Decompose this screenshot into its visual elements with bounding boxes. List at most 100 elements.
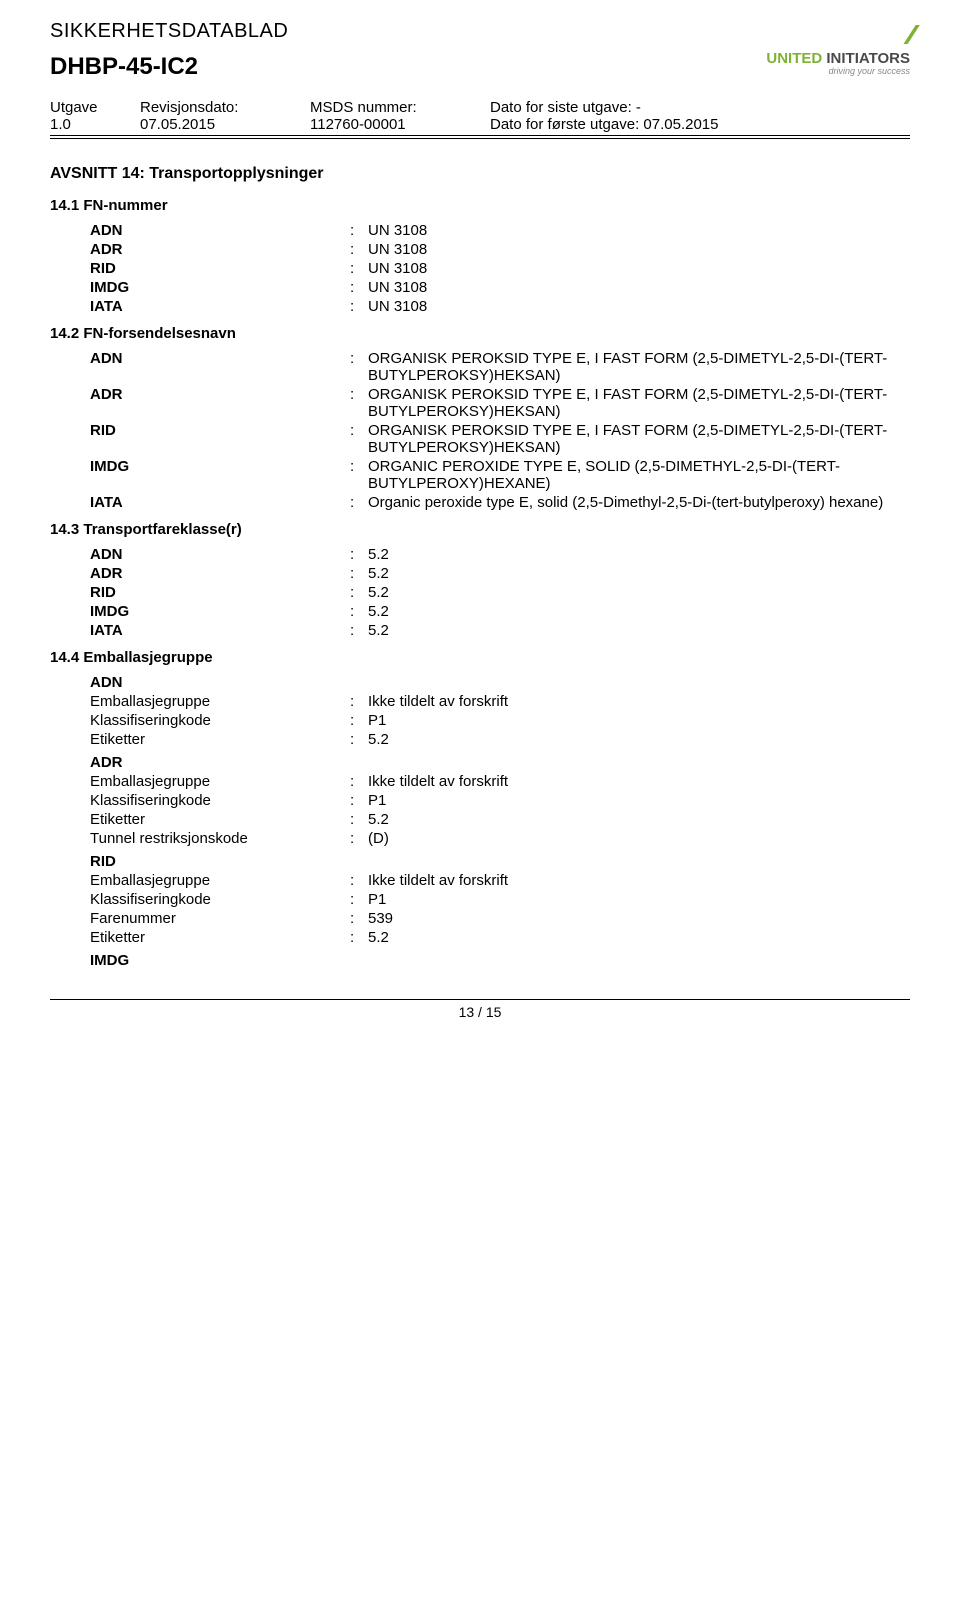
section-14-2-title: 14.2 FN-forsendelsesnavn [50, 325, 910, 342]
kv-key: IATA [90, 298, 350, 315]
kv-key: Tunnel restriksjonskode [90, 830, 350, 847]
kv-row: Tunnel restriksjonskode:(D) [90, 830, 910, 847]
meta-table: Utgave Revisjonsdato: MSDS nummer: Dato … [50, 99, 910, 133]
kv-colon: : [350, 494, 368, 511]
kv-row: RID:5.2 [90, 584, 910, 601]
kv-colon: : [350, 565, 368, 582]
meta-utgave-label: Utgave [50, 99, 140, 116]
kv-key: ADR [90, 565, 350, 582]
section-14-3-block: ADN:5.2ADR:5.2RID:5.2IMDG:5.2IATA:5.2 [90, 546, 910, 639]
kv-row: ADR:5.2 [90, 565, 910, 582]
kv-value: 5.2 [368, 622, 910, 639]
kv-value: P1 [368, 712, 910, 729]
kv-row: IMDG:ORGANIC PEROXIDE TYPE E, SOLID (2,5… [90, 458, 910, 492]
logo-swoosh-icon: ⁄⁄ [766, 20, 910, 51]
kv-colon: : [350, 546, 368, 563]
kv-colon: : [350, 712, 368, 729]
kv-key: Emballasjegruppe [90, 693, 350, 710]
kv-row: RID:ORGANISK PEROKSID TYPE E, I FAST FOR… [90, 422, 910, 456]
kv-key: ADN [90, 222, 350, 239]
kv-row: Klassifiseringkode:P1 [90, 891, 910, 908]
kv-colon: : [350, 693, 368, 710]
kv-colon: : [350, 910, 368, 927]
meta-forste-val: 07.05.2015 [643, 116, 718, 133]
meta-rev-label: Revisjonsdato: [140, 99, 310, 116]
kv-key: ADN [90, 546, 350, 563]
doc-title: SIKKERHETSDATABLAD [50, 20, 288, 43]
kv-row: Klassifiseringkode:P1 [90, 792, 910, 809]
kv-key: IMDG [90, 603, 350, 620]
kv-row: ADN:5.2 [90, 546, 910, 563]
kv-value: ORGANIC PEROXIDE TYPE E, SOLID (2,5-DIME… [368, 458, 910, 492]
kv-colon: : [350, 603, 368, 620]
kv-value: UN 3108 [368, 241, 910, 258]
kv-row: ADR:UN 3108 [90, 241, 910, 258]
kv-row: Emballasjegruppe:Ikke tildelt av forskri… [90, 773, 910, 790]
section-14-4-title: 14.4 Emballasjegruppe [50, 649, 910, 666]
doc-header: SIKKERHETSDATABLAD DHBP-45-IC2 ⁄⁄ UNITED… [50, 20, 910, 99]
kv-colon: : [350, 891, 368, 908]
logo-brand-2: INITIATORS [822, 50, 910, 67]
kv-key: Klassifiseringkode [90, 792, 350, 809]
kv-colon: : [350, 792, 368, 809]
kv-colon: : [350, 731, 368, 748]
kv-row: Emballasjegruppe:Ikke tildelt av forskri… [90, 872, 910, 889]
kv-key: RID [90, 584, 350, 601]
product-name: DHBP-45-IC2 [50, 53, 288, 81]
header-rule-2 [50, 138, 910, 139]
kv-value: P1 [368, 792, 910, 809]
kv-colon: : [350, 584, 368, 601]
kv-value: ORGANISK PEROKSID TYPE E, I FAST FORM (2… [368, 422, 910, 456]
kv-colon: : [350, 260, 368, 277]
kv-value: UN 3108 [368, 298, 910, 315]
kv-key: Etiketter [90, 929, 350, 946]
page-number: 13 / 15 [459, 1004, 502, 1020]
group-head: RID [90, 853, 910, 870]
group-head: ADR [90, 754, 910, 771]
section-14-4-block: ADNEmballasjegruppe:Ikke tildelt av fors… [90, 674, 910, 969]
section-14-1-block: ADN:UN 3108ADR:UN 3108RID:UN 3108IMDG:UN… [90, 222, 910, 315]
header-rule-1 [50, 135, 910, 136]
kv-value: UN 3108 [368, 279, 910, 296]
kv-value: (D) [368, 830, 910, 847]
meta-siste: Dato for siste utgave: - [490, 99, 910, 116]
kv-colon: : [350, 773, 368, 790]
kv-colon: : [350, 622, 368, 639]
kv-value: 5.2 [368, 546, 910, 563]
kv-row: IMDG:5.2 [90, 603, 910, 620]
kv-value: Ikke tildelt av forskrift [368, 872, 910, 889]
title-block: SIKKERHETSDATABLAD DHBP-45-IC2 [50, 20, 288, 99]
kv-row: ADR:ORGANISK PEROKSID TYPE E, I FAST FOR… [90, 386, 910, 420]
kv-key: ADN [90, 350, 350, 367]
kv-key: RID [90, 260, 350, 277]
kv-value: UN 3108 [368, 222, 910, 239]
meta-rev-val: 07.05.2015 [140, 116, 310, 133]
kv-colon: : [350, 241, 368, 258]
meta-msds-label: MSDS nummer: [310, 99, 490, 116]
kv-value: P1 [368, 891, 910, 908]
kv-row: ADN:ORGANISK PEROKSID TYPE E, I FAST FOR… [90, 350, 910, 384]
kv-value: 5.2 [368, 565, 910, 582]
kv-value: 5.2 [368, 731, 910, 748]
kv-key: Emballasjegruppe [90, 773, 350, 790]
kv-colon: : [350, 422, 368, 439]
kv-value: 5.2 [368, 811, 910, 828]
kv-key: ADR [90, 241, 350, 258]
company-logo: ⁄⁄ UNITED INITIATORS driving your succes… [766, 20, 910, 77]
logo-brand: UNITED INITIATORS [766, 51, 910, 68]
section-14-title: AVSNITT 14: Transportopplysninger [50, 165, 910, 183]
kv-value: ORGANISK PEROKSID TYPE E, I FAST FORM (2… [368, 386, 910, 420]
kv-colon: : [350, 458, 368, 475]
kv-row: Etiketter:5.2 [90, 811, 910, 828]
kv-colon: : [350, 872, 368, 889]
section-14-2-block: ADN:ORGANISK PEROKSID TYPE E, I FAST FOR… [90, 350, 910, 511]
kv-colon: : [350, 298, 368, 315]
meta-forste-label: Dato for første utgave: [490, 116, 639, 133]
kv-value: 5.2 [368, 584, 910, 601]
kv-row: Klassifiseringkode:P1 [90, 712, 910, 729]
section-14-1-title: 14.1 FN-nummer [50, 197, 910, 214]
kv-value: ORGANISK PEROKSID TYPE E, I FAST FORM (2… [368, 350, 910, 384]
kv-key: IATA [90, 622, 350, 639]
kv-key: IATA [90, 494, 350, 511]
meta-siste-val: - [636, 99, 641, 116]
